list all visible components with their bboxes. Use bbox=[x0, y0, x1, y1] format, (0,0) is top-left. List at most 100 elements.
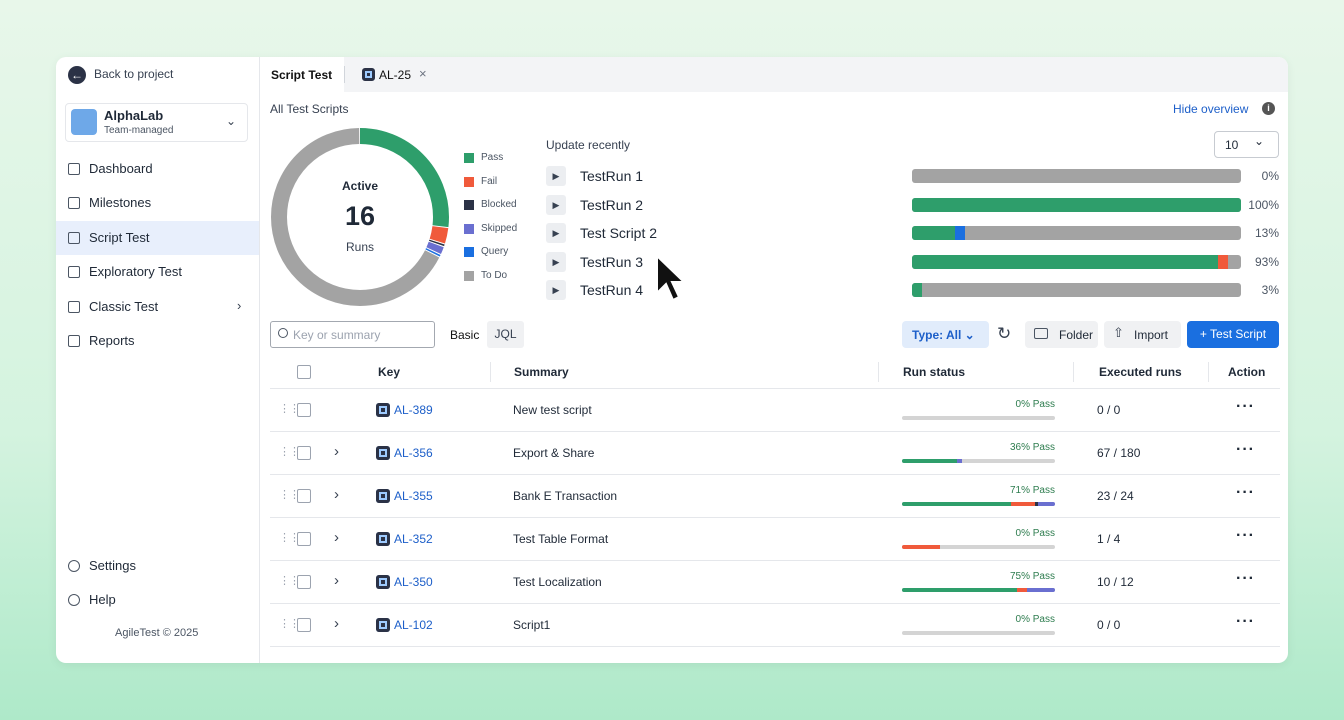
nav-item[interactable]: Milestones bbox=[89, 195, 152, 210]
drag-handle[interactable]: ⋮⋮ bbox=[279, 575, 300, 587]
import-button[interactable]: Import bbox=[1104, 321, 1181, 348]
drag-handle[interactable]: ⋮⋮ bbox=[279, 403, 300, 415]
run-name[interactable]: TestRun 4 bbox=[580, 282, 644, 299]
drag-handle[interactable]: ⋮⋮ bbox=[279, 489, 300, 501]
expand-chevron[interactable]: › bbox=[334, 572, 339, 589]
back-link[interactable]: Back to project bbox=[94, 67, 174, 81]
play-button[interactable]: ▶ bbox=[546, 166, 566, 186]
script-key[interactable]: AL-102 bbox=[394, 618, 433, 632]
pass-segment bbox=[902, 459, 958, 463]
row-actions[interactable]: ··· bbox=[1236, 613, 1255, 630]
expand-chevron[interactable]: › bbox=[334, 486, 339, 503]
nav-item[interactable]: Dashboard bbox=[89, 161, 153, 176]
progress-track bbox=[902, 459, 1055, 463]
pass-segment bbox=[902, 502, 1011, 506]
pass-label: 75% Pass bbox=[1009, 571, 1055, 582]
project-box[interactable] bbox=[65, 103, 248, 142]
type-filter[interactable]: Type: All ⌄ bbox=[902, 321, 989, 348]
tab-close[interactable]: × bbox=[419, 66, 427, 81]
row-actions[interactable]: ··· bbox=[1236, 570, 1255, 587]
drag-handle[interactable]: ⋮⋮ bbox=[279, 618, 300, 630]
tab[interactable]: AL-25 bbox=[379, 68, 412, 82]
project-name: AlphaLab bbox=[104, 108, 164, 123]
drag-handle[interactable]: ⋮⋮ bbox=[279, 446, 300, 458]
run-name[interactable]: TestRun 2 bbox=[580, 196, 644, 213]
play-button[interactable]: ▶ bbox=[546, 194, 566, 215]
info-icon: i bbox=[1262, 102, 1275, 115]
column-header: Action bbox=[1228, 365, 1266, 379]
script-summary[interactable]: Bank E Transaction bbox=[513, 489, 618, 503]
row-actions[interactable]: ··· bbox=[1236, 441, 1255, 458]
legend-swatch bbox=[464, 200, 474, 210]
pass-label: 0% Pass bbox=[1015, 614, 1055, 625]
column-divider bbox=[878, 362, 879, 382]
script-key[interactable]: AL-389 bbox=[394, 403, 433, 417]
nav-item[interactable]: Classic Test bbox=[89, 299, 159, 314]
legend-swatch bbox=[464, 176, 474, 187]
row-checkbox[interactable] bbox=[297, 403, 311, 417]
run-name[interactable]: TestRun 1 bbox=[580, 168, 644, 184]
nav-item[interactable]: Help bbox=[89, 592, 116, 607]
key-icon bbox=[376, 532, 390, 546]
legend-label: Pass bbox=[481, 152, 504, 163]
nav-icon bbox=[68, 163, 80, 175]
progress-track bbox=[912, 197, 1241, 212]
script-summary[interactable]: Export & Share bbox=[513, 446, 595, 460]
script-summary[interactable]: Script1 bbox=[513, 618, 551, 632]
row-actions[interactable]: ··· bbox=[1236, 398, 1255, 415]
create-button[interactable]: + Test Script bbox=[1187, 321, 1279, 348]
refresh-button[interactable]: ↻ bbox=[997, 324, 1012, 343]
play-button[interactable]: ▶ bbox=[546, 223, 566, 244]
jql-toggle[interactable]: JQL bbox=[487, 321, 524, 348]
nav-item[interactable]: Reports bbox=[89, 333, 135, 348]
hide-overview[interactable]: Hide overview bbox=[1173, 102, 1249, 116]
expand-chevron[interactable]: › bbox=[334, 615, 339, 632]
script-summary[interactable]: New test script bbox=[513, 403, 592, 417]
row-checkbox[interactable] bbox=[297, 618, 311, 632]
play-button[interactable]: ▶ bbox=[546, 251, 566, 272]
progress-track bbox=[912, 169, 1241, 183]
row-checkbox[interactable] bbox=[297, 532, 311, 546]
back-icon[interactable]: ← bbox=[68, 66, 86, 84]
script-key[interactable]: AL-356 bbox=[394, 446, 433, 460]
search-box[interactable] bbox=[270, 321, 435, 348]
column-divider bbox=[1208, 362, 1209, 382]
expand-chevron[interactable]: › bbox=[334, 529, 339, 546]
row-checkbox[interactable] bbox=[297, 575, 311, 589]
pass-label: 71% Pass bbox=[1009, 485, 1055, 496]
script-key[interactable]: AL-352 bbox=[394, 532, 433, 546]
count-select[interactable] bbox=[1214, 131, 1279, 158]
script-summary[interactable]: Test Localization bbox=[513, 575, 602, 589]
section-title: All Test Scripts bbox=[270, 102, 349, 116]
run-name[interactable]: Test Script 2 bbox=[580, 225, 658, 242]
tab[interactable]: Script Test bbox=[271, 68, 333, 82]
row-checkbox[interactable] bbox=[297, 489, 311, 503]
row-actions[interactable]: ··· bbox=[1236, 527, 1255, 544]
drag-handle[interactable]: ⋮⋮ bbox=[279, 532, 300, 544]
import-icon: ⇧ bbox=[1113, 325, 1124, 340]
status-segment bbox=[1038, 502, 1055, 506]
header-checkbox[interactable] bbox=[297, 365, 311, 379]
play-button[interactable]: ▶ bbox=[546, 280, 566, 301]
nav-item[interactable]: Script Test bbox=[89, 230, 150, 245]
row-checkbox[interactable] bbox=[297, 446, 311, 460]
row-actions[interactable]: ··· bbox=[1236, 484, 1255, 501]
script-key[interactable]: AL-355 bbox=[394, 489, 433, 503]
folder-button[interactable]: Folder bbox=[1025, 321, 1098, 348]
nav-item[interactable]: Settings bbox=[89, 558, 136, 573]
key-icon bbox=[376, 489, 390, 503]
run-name[interactable]: TestRun 3 bbox=[580, 253, 644, 270]
nav-item[interactable]: Exploratory Test bbox=[89, 264, 182, 279]
pass-label: 36% Pass bbox=[1009, 442, 1055, 453]
pass-segment bbox=[912, 197, 1241, 212]
executed-runs: 0 / 0 bbox=[1097, 403, 1121, 417]
basic-toggle[interactable]: Basic bbox=[450, 328, 480, 342]
script-summary[interactable]: Test Table Format bbox=[513, 532, 609, 546]
column-header: Summary bbox=[514, 365, 569, 379]
progress-track bbox=[912, 226, 1241, 241]
mouse-cursor bbox=[656, 253, 687, 302]
status-segment bbox=[1217, 254, 1228, 269]
legend-swatch bbox=[464, 270, 474, 281]
script-key[interactable]: AL-350 bbox=[394, 575, 433, 589]
expand-chevron[interactable]: › bbox=[334, 443, 339, 460]
